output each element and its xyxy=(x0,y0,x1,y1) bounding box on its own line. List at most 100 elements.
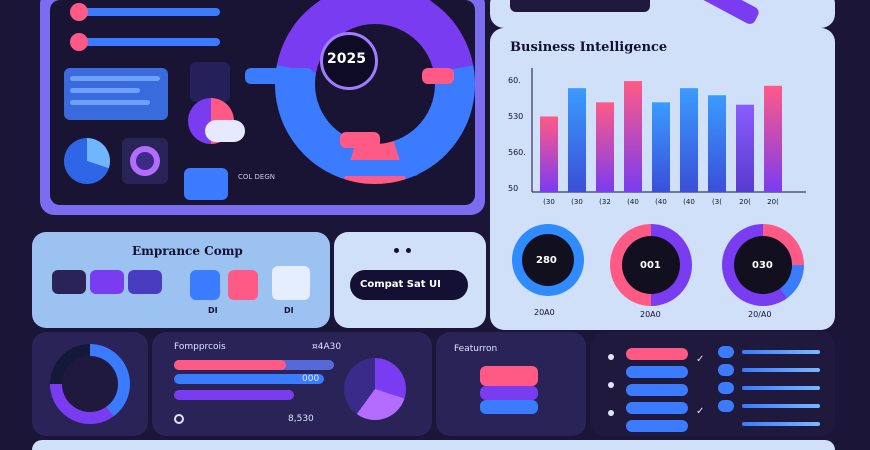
bar-4 xyxy=(624,81,642,192)
compact-ui-label[interactable]: Compat Sat UI xyxy=(360,279,441,290)
slider-row-1[interactable] xyxy=(70,8,220,16)
bar-1 xyxy=(540,116,558,192)
donut-3-caption: 20/A0 xyxy=(748,310,772,319)
bar-8 xyxy=(736,104,754,192)
donut-3-value: 030 xyxy=(752,260,773,271)
dashboard-panel: COL DEGN 2025 xyxy=(40,0,485,215)
list-bar[interactable] xyxy=(626,348,688,360)
toggle-line xyxy=(742,368,820,372)
x-tick-label: (32 xyxy=(599,198,611,206)
x-tick-label: (40 xyxy=(683,198,695,206)
year-label: 2025 xyxy=(327,51,366,67)
ring-tag[interactable] xyxy=(340,132,380,148)
component-label: DI xyxy=(284,306,294,315)
progress-panel: Fompprcois ¤4A30 000 8,530 xyxy=(152,332,432,436)
year-badge xyxy=(320,32,378,90)
y-tick: 60. xyxy=(508,76,521,85)
x-tick-label: (30 xyxy=(543,198,555,206)
bi-panel: Business Intelligence 60. 530 560. 50 (3… xyxy=(490,28,835,330)
feature-panel: Featurron xyxy=(436,332,586,436)
progress-value-top: ¤4A30 xyxy=(312,342,342,352)
compass-icon xyxy=(344,358,406,420)
bar-3 xyxy=(596,102,614,192)
bar-9 xyxy=(764,85,782,192)
donut-1-caption: 20A0 xyxy=(534,308,555,317)
list-bar[interactable] xyxy=(626,366,688,378)
donut-3-hole xyxy=(734,236,792,294)
y-tick: 560. xyxy=(508,148,526,157)
gauge-panel xyxy=(32,332,148,436)
cloud-icon xyxy=(205,120,245,142)
component-chip[interactable] xyxy=(128,270,162,294)
y-tick: 50 xyxy=(508,184,519,193)
x-tick-label: (30 xyxy=(571,198,583,206)
component-panel: Emprance Comp DI DI xyxy=(32,232,330,328)
toggle-line xyxy=(742,386,820,390)
list-bar[interactable] xyxy=(626,384,688,396)
info-tile xyxy=(184,168,228,200)
refresh-icon[interactable] xyxy=(174,414,184,424)
top-right-panel xyxy=(490,0,835,28)
list-bar[interactable] xyxy=(626,420,688,432)
mini-widget xyxy=(190,62,230,102)
radio-dot[interactable] xyxy=(608,410,614,416)
toggle-line xyxy=(742,422,820,426)
x-tick-label: (40 xyxy=(627,198,639,206)
ring-tag[interactable] xyxy=(422,68,454,84)
slider-knob-2[interactable] xyxy=(70,33,88,51)
component-chip[interactable] xyxy=(90,270,124,294)
x-tick-label: 20( xyxy=(739,198,751,206)
list-line xyxy=(70,88,140,93)
x-tick-label: 20( xyxy=(767,198,779,206)
feature-block xyxy=(480,366,538,386)
component-chip[interactable] xyxy=(52,270,86,294)
feature-block xyxy=(480,386,538,400)
indicator-dot xyxy=(406,248,411,253)
bar-7 xyxy=(708,95,726,192)
top-right-bar xyxy=(510,0,650,12)
ring-tag[interactable] xyxy=(245,68,313,84)
checkmark-icon: ✓ xyxy=(696,354,705,365)
gauge-hole xyxy=(62,356,118,412)
donut-2-value: 001 xyxy=(640,260,661,271)
compact-panel: Compat Sat UI xyxy=(334,232,486,328)
toggle-switch-3[interactable] xyxy=(718,382,734,394)
feature-title: Featurron xyxy=(454,344,498,354)
donut-1-value: 280 xyxy=(536,255,557,266)
bi-title: Business Intelligence xyxy=(510,40,668,55)
progress-track-3 xyxy=(174,390,294,400)
toggle-switch-1[interactable] xyxy=(718,346,734,358)
progress-value-mid: 000 xyxy=(302,374,320,384)
ring-tag[interactable] xyxy=(340,160,420,176)
radio-dot[interactable] xyxy=(608,382,614,388)
bar-6 xyxy=(680,88,698,192)
compact-ui-button[interactable] xyxy=(350,270,468,300)
toggle-switch-2[interactable] xyxy=(718,364,734,376)
list-line xyxy=(70,100,150,105)
donut-1-hole xyxy=(522,234,574,286)
feature-block xyxy=(480,400,538,414)
component-chip[interactable] xyxy=(228,270,258,300)
pen-icon xyxy=(699,0,761,27)
toggle-switch-4[interactable] xyxy=(718,400,734,412)
list-line xyxy=(70,76,160,81)
component-chart-tile xyxy=(272,266,310,300)
component-chip[interactable] xyxy=(190,270,220,300)
x-tick-label: (40 xyxy=(655,198,667,206)
donut-2-caption: 20A0 xyxy=(640,310,661,319)
radio-dot[interactable] xyxy=(608,354,614,360)
indicator-dot xyxy=(394,248,399,253)
list-bar[interactable] xyxy=(626,402,688,414)
progress-fill-1 xyxy=(174,360,286,370)
y-tick: 530 xyxy=(508,112,524,121)
component-label: DI xyxy=(208,306,218,315)
checkmark-icon: ✓ xyxy=(696,406,705,417)
donut-2-hole xyxy=(622,236,680,294)
bottom-strip xyxy=(32,440,835,450)
x-tick-label: (3( xyxy=(712,198,722,206)
gauge-widget xyxy=(64,138,110,184)
toggle-line xyxy=(742,350,820,354)
slider-row-2[interactable] xyxy=(70,38,220,46)
slider-knob-1[interactable] xyxy=(70,3,88,21)
small-legend: COL DEGN xyxy=(238,173,275,181)
